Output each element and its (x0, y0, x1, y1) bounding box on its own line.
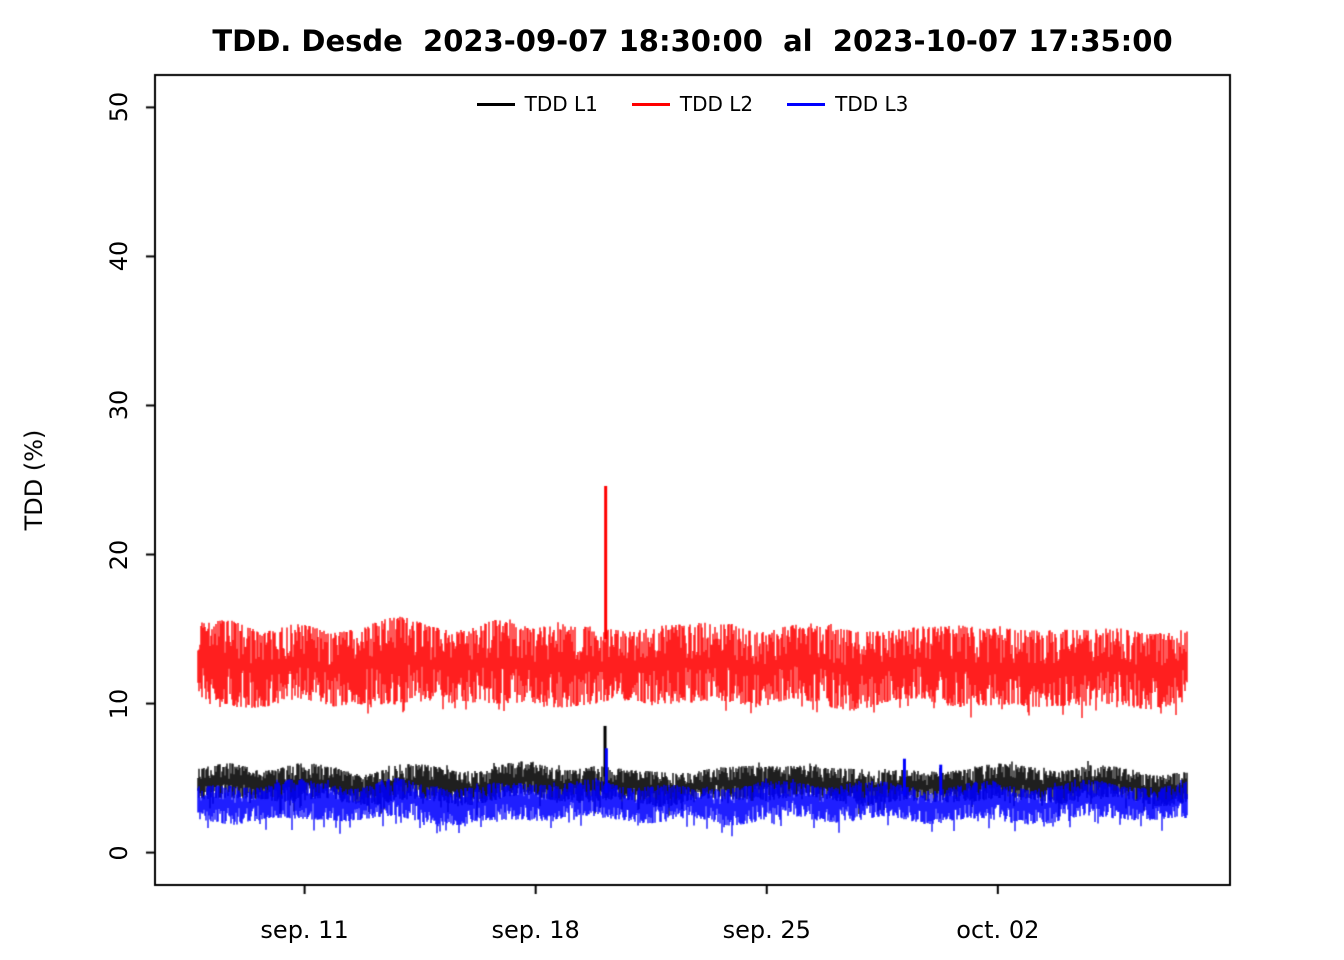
chart-title: TDD. Desde 2023-09-07 18:30:00 al 2023-1… (212, 24, 1173, 58)
x-tick-label: sep. 11 (260, 916, 349, 944)
legend-line-swatch (787, 102, 826, 106)
legend-item: TDD L3 (787, 92, 908, 116)
legend-line-swatch (631, 102, 670, 106)
y-tick-label: 0 (105, 844, 133, 861)
legend: TDD L1 TDD L2 TDD L3 (155, 92, 1230, 116)
legend-item: TDD L1 (476, 92, 598, 116)
y-tick-label: 20 (105, 539, 133, 570)
legend-label: TDD L2 (679, 92, 754, 116)
legend-line-swatch (476, 102, 515, 106)
y-tick-label: 50 (105, 92, 133, 123)
x-tick-label: sep. 25 (722, 916, 811, 944)
legend-label: TDD L1 (524, 92, 598, 116)
y-tick-label: 40 (105, 241, 133, 272)
x-tick-label: sep. 18 (491, 916, 580, 944)
legend-item: TDD L2 (631, 92, 754, 116)
y-axis-label: TDD (%) (20, 429, 48, 531)
legend-label: TDD L3 (835, 92, 909, 116)
y-tick-label: 30 (105, 390, 133, 421)
y-tick-label: 10 (105, 688, 133, 719)
x-tick-label: oct. 02 (956, 916, 1040, 944)
